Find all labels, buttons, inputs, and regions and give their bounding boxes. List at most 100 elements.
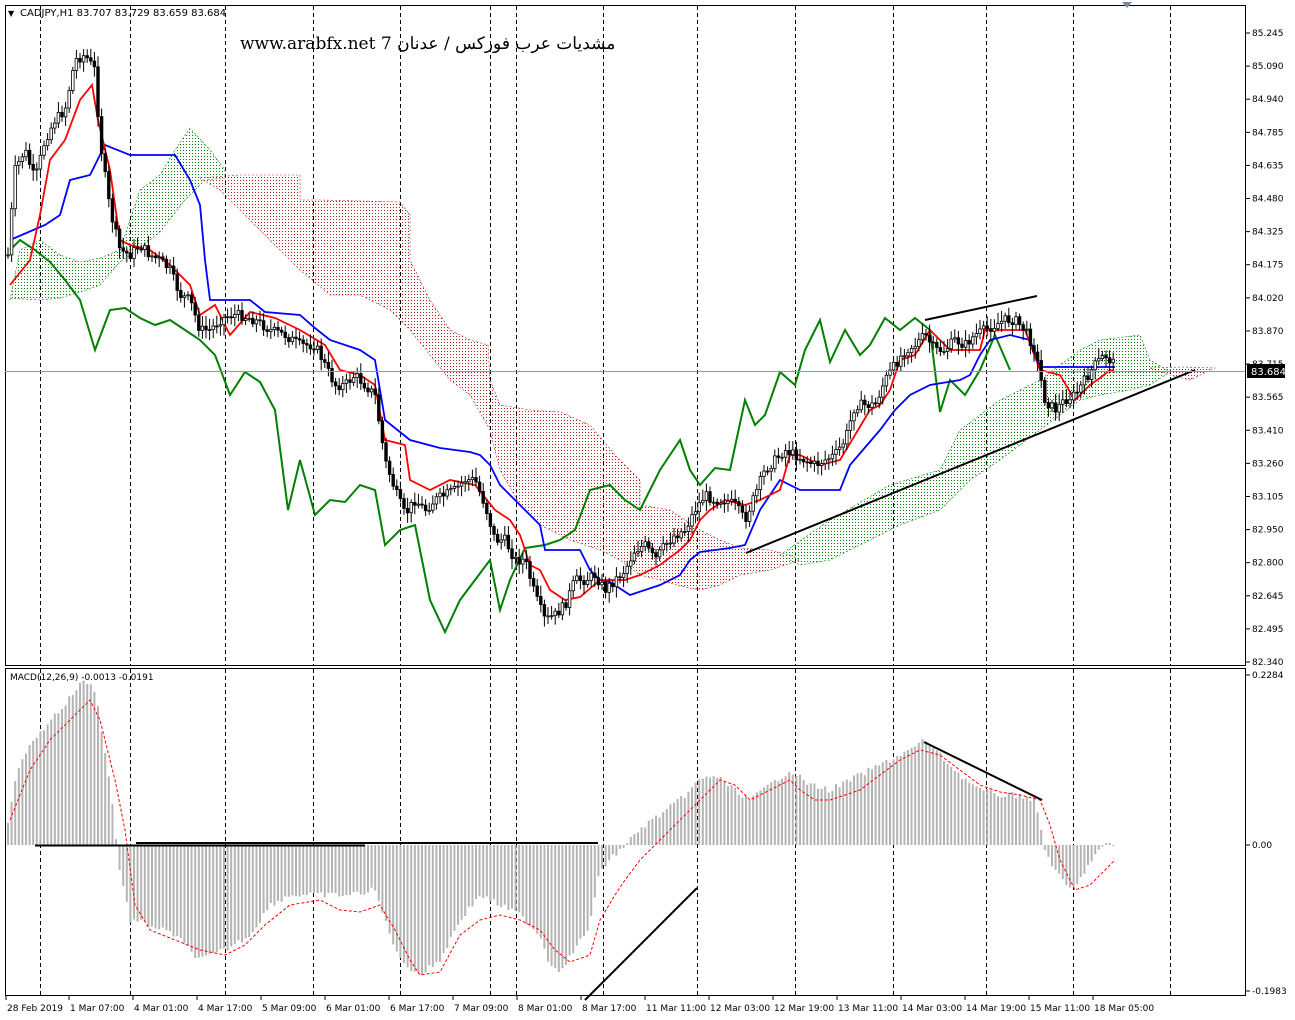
candle-body — [773, 455, 777, 469]
candle-body — [675, 535, 680, 539]
x-tick-label: 4 Mar 17:00 — [198, 1004, 253, 1014]
macd-bar — [694, 782, 697, 845]
macd-bar — [773, 780, 776, 845]
candle-body — [168, 265, 172, 269]
y-tick-label: 82.950 — [1252, 526, 1284, 536]
macd-bar — [719, 777, 722, 845]
macd-bar — [550, 845, 553, 967]
candle-body — [488, 513, 493, 527]
macd-bar — [194, 845, 197, 959]
macd-bar — [331, 845, 333, 893]
macd-bar — [1011, 792, 1014, 845]
candle-body — [661, 543, 665, 551]
macd-bar — [1065, 845, 1068, 885]
macd-trendline-down — [923, 741, 1043, 801]
macd-bar — [475, 845, 477, 900]
macd-bar — [97, 706, 99, 845]
candle-body — [499, 539, 503, 543]
candle-body — [603, 581, 608, 593]
macd-bar — [1112, 844, 1115, 846]
macd-bar — [309, 845, 312, 893]
macd-bar — [802, 780, 805, 845]
candle-body — [776, 455, 781, 458]
candle-body — [989, 328, 993, 332]
macd-bar — [997, 796, 999, 845]
macd-bar — [1000, 797, 1003, 845]
trendline-support — [745, 369, 1196, 554]
macd-bar — [946, 763, 949, 845]
candle-body — [67, 90, 71, 109]
macd-bar — [611, 845, 614, 855]
macd-bar — [104, 753, 107, 845]
macd-bar — [889, 762, 891, 845]
candle-body — [513, 556, 518, 560]
candle-body — [107, 171, 111, 200]
candle-body — [542, 604, 547, 617]
candle-body — [1071, 391, 1076, 401]
macd-bar — [752, 795, 755, 845]
macd-bar — [284, 845, 287, 897]
candle-body — [1043, 379, 1047, 403]
macd-bar — [698, 779, 701, 845]
candle-body — [222, 317, 226, 326]
y-tick-label: 84.635 — [1252, 161, 1284, 171]
macd-bar — [100, 732, 103, 845]
candle-body — [305, 343, 309, 346]
macd-axis: 0.2284 0.00 -0.1983 — [1245, 671, 1287, 997]
candle-body — [863, 399, 867, 406]
macd-bar — [590, 845, 593, 917]
candle-body — [186, 294, 190, 297]
candle-body — [431, 503, 435, 511]
macd-bar — [1058, 845, 1061, 874]
macd-bar — [647, 820, 650, 845]
candle-body — [402, 498, 406, 509]
candle-body — [420, 503, 424, 506]
candle-body — [747, 510, 752, 522]
candle-body — [49, 127, 53, 141]
macd-bar — [669, 804, 672, 845]
candle-body — [920, 333, 925, 341]
y-tick-label: 83.105 — [1252, 492, 1284, 502]
y-tick-label: 83.410 — [1252, 426, 1284, 436]
candle-body — [960, 343, 964, 348]
macd-bar — [496, 845, 499, 906]
candle-body — [139, 248, 143, 251]
candle-body — [873, 402, 878, 405]
macd-bar — [1054, 845, 1057, 870]
candle-body — [672, 535, 676, 544]
candle-body — [409, 501, 413, 514]
macd-bar — [255, 845, 258, 928]
macd-bar — [424, 845, 427, 973]
candle-body — [654, 552, 658, 558]
macd-bar — [892, 759, 895, 845]
macd-bar — [122, 845, 125, 887]
candle-body — [859, 399, 863, 411]
candle-body — [884, 374, 889, 387]
macd-bar — [813, 783, 816, 845]
candle-body — [506, 534, 511, 550]
candle-body — [31, 164, 35, 171]
candle-body — [805, 461, 809, 464]
candle-body — [355, 373, 359, 378]
macd-bar — [608, 845, 611, 861]
candle-body — [827, 458, 831, 461]
candle-body — [1068, 399, 1072, 404]
macd-bar — [806, 784, 809, 845]
macd-y-tick-label: 0.2284 — [1252, 671, 1284, 681]
macd-bar — [1105, 843, 1107, 845]
candle-body — [650, 547, 655, 554]
candle-body — [909, 348, 914, 354]
chikou-line — [9, 238, 1011, 635]
macd-bar — [921, 739, 924, 845]
candle-body — [348, 379, 352, 383]
candle-body — [985, 325, 989, 330]
y-tick-label: 84.940 — [1252, 95, 1284, 105]
macd-bar — [17, 768, 20, 845]
candle-body — [1100, 355, 1105, 360]
macd-bar — [334, 845, 337, 894]
macd-bar — [295, 845, 297, 897]
macd-bar — [1069, 845, 1071, 888]
macd-bar — [809, 783, 812, 845]
macd-bar — [759, 790, 762, 845]
candle-body — [902, 355, 907, 358]
